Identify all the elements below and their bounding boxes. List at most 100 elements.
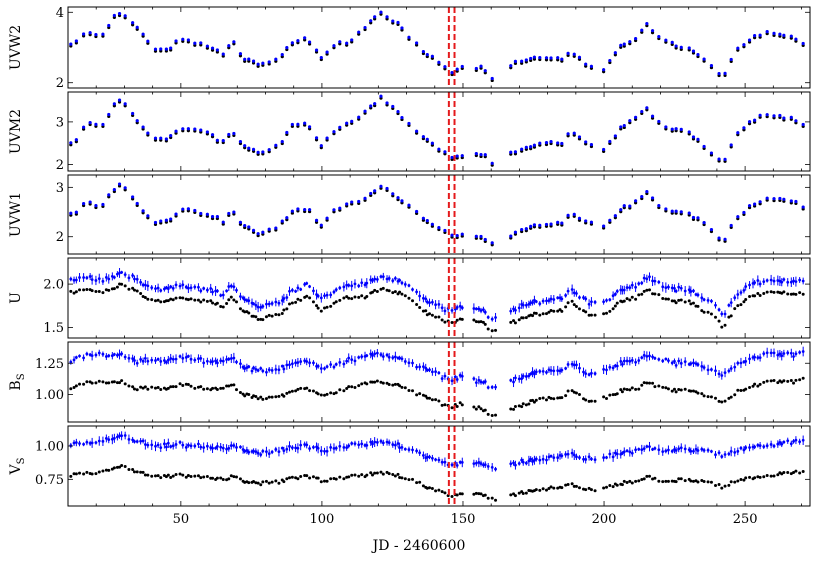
data-point-blue <box>274 300 278 304</box>
data-point-blue <box>691 49 696 53</box>
data-point-black <box>666 297 670 301</box>
data-point-black <box>566 483 570 487</box>
data-point-black <box>556 486 560 490</box>
data-point-blue <box>334 362 338 366</box>
data-point-black <box>798 378 802 382</box>
data-point-black <box>762 475 766 479</box>
data-point-black <box>127 384 131 388</box>
data-point-black <box>593 399 597 403</box>
data-point-blue <box>371 442 374 446</box>
data-point-blue <box>270 369 274 372</box>
data-point-black <box>733 307 737 311</box>
data-point-black <box>772 378 776 382</box>
data-point-black <box>288 390 292 394</box>
data-point-blue <box>772 279 776 283</box>
data-point-blue <box>215 361 219 365</box>
data-point-blue <box>534 300 538 304</box>
data-point-blue <box>329 363 333 366</box>
data-point-blue <box>407 35 411 39</box>
data-point-blue <box>259 453 263 457</box>
panel-uvw2-points <box>69 10 805 83</box>
data-point-blue <box>415 209 419 214</box>
data-point-blue <box>247 57 251 61</box>
data-point-black <box>581 309 585 313</box>
x-tick-label: 100 <box>310 512 335 527</box>
data-point-blue <box>94 279 98 282</box>
data-point-black <box>205 299 209 303</box>
data-point-blue <box>210 46 215 50</box>
data-point-black <box>753 476 757 480</box>
data-point-black <box>139 291 143 295</box>
data-point-black <box>178 382 182 386</box>
data-point-blue <box>290 122 294 127</box>
data-point-blue <box>747 204 752 208</box>
data-point-blue <box>778 352 782 356</box>
data-point-blue <box>584 458 588 461</box>
data-point-black <box>202 387 206 391</box>
data-point-blue <box>479 462 483 465</box>
data-point-black <box>288 302 292 306</box>
data-point-blue <box>178 284 182 288</box>
data-point-blue <box>747 38 752 42</box>
data-point-black <box>252 314 256 318</box>
data-point-blue <box>78 354 81 358</box>
data-point-blue <box>135 361 139 365</box>
data-point-blue <box>186 127 190 131</box>
data-point-blue <box>369 104 373 108</box>
data-point-black <box>294 389 298 393</box>
data-point-blue <box>630 283 634 287</box>
data-point-blue <box>801 438 805 442</box>
data-point-blue <box>483 153 487 157</box>
data-point-blue <box>758 200 762 204</box>
data-point-blue <box>115 435 119 439</box>
data-point-blue <box>373 189 377 193</box>
data-point-blue <box>560 368 564 372</box>
data-point-blue <box>769 443 773 446</box>
panel-frame <box>67 174 811 255</box>
data-point-blue <box>483 237 487 242</box>
data-point-blue <box>430 370 434 374</box>
data-point-black <box>186 473 190 477</box>
data-point-black <box>365 473 369 477</box>
data-point-blue <box>630 358 634 362</box>
data-point-blue <box>227 132 231 137</box>
data-point-blue <box>303 282 307 286</box>
data-point-blue <box>178 440 182 444</box>
data-point-blue <box>308 447 311 450</box>
data-point-blue <box>403 360 407 363</box>
data-point-black <box>479 407 483 411</box>
data-point-blue <box>385 15 389 19</box>
data-point-black <box>534 488 538 492</box>
data-point-blue <box>141 125 145 129</box>
data-point-black <box>319 480 323 484</box>
data-point-blue <box>338 444 342 448</box>
data-point-blue <box>490 76 494 81</box>
data-point-black <box>174 385 178 389</box>
data-point-blue <box>789 280 793 284</box>
data-point-blue <box>288 444 291 448</box>
data-point-blue <box>241 296 245 300</box>
data-point-blue <box>494 385 497 389</box>
data-point-blue <box>782 116 786 120</box>
data-point-blue <box>350 200 354 204</box>
data-point-black <box>247 311 251 315</box>
data-point-black <box>657 384 661 388</box>
data-point-blue <box>267 60 271 64</box>
data-point-blue <box>709 228 714 232</box>
data-point-blue <box>407 284 411 287</box>
data-point-blue <box>153 136 158 140</box>
data-point-black <box>205 387 209 391</box>
data-point-blue <box>696 449 700 452</box>
data-point-black <box>772 474 776 478</box>
data-point-blue <box>794 199 798 204</box>
data-point-blue <box>517 462 521 465</box>
data-point-blue <box>664 357 668 361</box>
data-point-black <box>574 391 578 395</box>
data-point-blue <box>329 293 333 297</box>
data-point-blue <box>369 352 373 356</box>
data-point-black <box>733 480 737 484</box>
data-point-blue <box>545 370 548 374</box>
data-point-blue <box>214 359 217 363</box>
data-point-black <box>369 471 373 475</box>
data-point-black <box>753 294 757 298</box>
